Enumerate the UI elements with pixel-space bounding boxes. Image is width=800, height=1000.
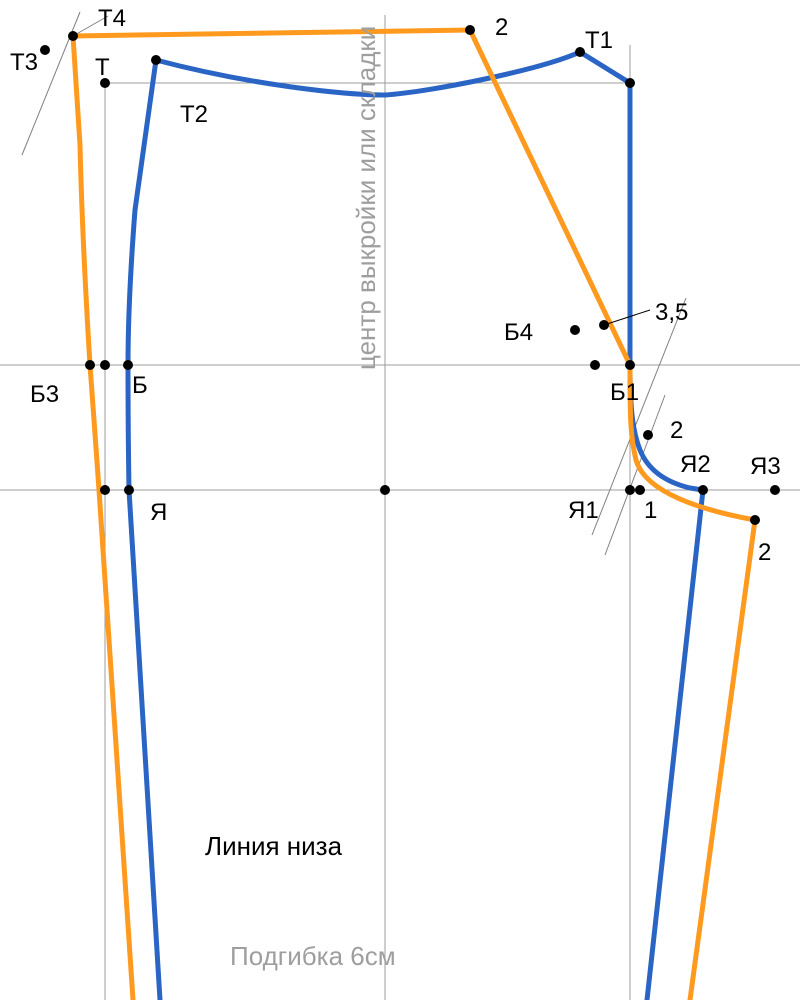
point-label-M2b: 2 (670, 417, 683, 444)
point-Ya (100, 485, 110, 495)
point-label-T4: Т4 (98, 5, 126, 32)
label-line-bottom: Линия низа (205, 831, 343, 861)
point-label-T3: Т3 (10, 49, 38, 76)
point-M2c (750, 515, 760, 525)
point-label-B: Б (132, 372, 148, 399)
point-T2 (151, 55, 161, 65)
point-Ya2 (698, 485, 708, 495)
point-label-Ya2: Я2 (680, 451, 711, 478)
point-label-T: Т (95, 54, 110, 81)
point-label-M2c: 2 (758, 539, 771, 566)
point-B_grid (100, 360, 110, 370)
point-M1 (635, 485, 645, 495)
point-Ya1 (625, 485, 635, 495)
point-Ya_lbl (124, 485, 134, 495)
point-B (123, 360, 133, 370)
label-hem-label: Подгибка 6см (230, 941, 396, 971)
point-label-B1: Б1 (610, 379, 639, 406)
point-label-Ya_lbl: Я (150, 499, 167, 526)
point-T4 (68, 31, 78, 41)
point-M35 (599, 320, 609, 330)
point-label-B4: Б4 (504, 319, 533, 346)
point-label-M_2: 2 (495, 14, 508, 41)
point-Ya3 (770, 485, 780, 495)
point-B4 (570, 325, 580, 335)
point-B3 (85, 360, 95, 370)
point-Ycent (380, 485, 390, 495)
point-label-M1: 1 (644, 497, 657, 524)
point-label-T2: Т2 (180, 101, 208, 128)
label-center-label: центр выкройки или складки (351, 26, 381, 370)
point-label-T1: Т1 (585, 27, 613, 54)
point-B1 (625, 360, 635, 370)
point-label-B3: Б3 (30, 381, 59, 408)
point-M2b (643, 430, 653, 440)
point-T3 (40, 45, 50, 55)
point-T_grid (625, 78, 635, 88)
point-T1 (575, 47, 585, 57)
point-label-Ya1: Я1 (568, 497, 599, 524)
point-label-Ya3: Я3 (750, 453, 781, 480)
point-M_2 (465, 25, 475, 35)
point-label-M35: 3,5 (655, 299, 688, 326)
point-B1b (590, 360, 600, 370)
